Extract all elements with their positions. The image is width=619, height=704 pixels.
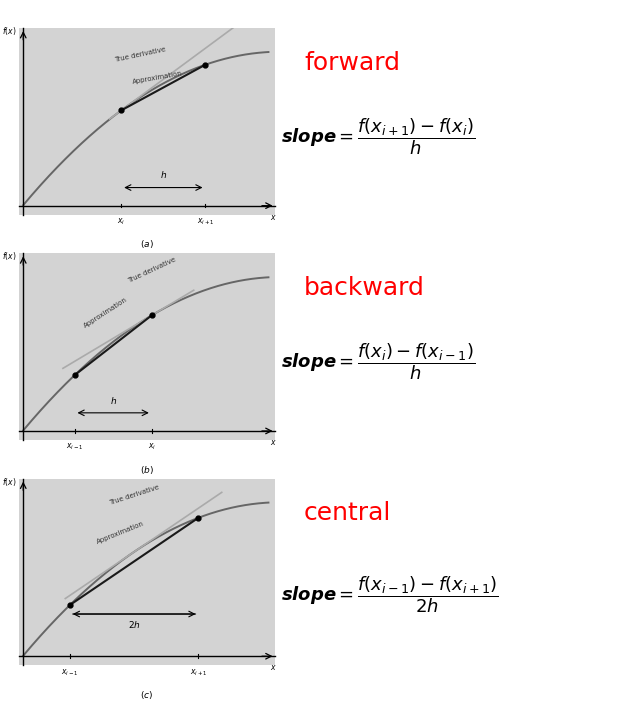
Text: $x_i$: $x_i$: [147, 442, 156, 452]
Text: $f(x)$: $f(x)$: [2, 476, 16, 488]
Text: backward: backward: [304, 276, 425, 300]
Text: $(c)$: $(c)$: [141, 689, 154, 701]
Text: True derivative: True derivative: [114, 46, 166, 63]
Text: $f(x)$: $f(x)$: [2, 251, 16, 263]
Text: $x$: $x$: [270, 213, 277, 222]
Text: forward: forward: [304, 51, 400, 75]
Text: $x$: $x$: [270, 663, 277, 672]
Text: $x_i$: $x_i$: [117, 217, 126, 227]
Text: Approximation: Approximation: [83, 296, 129, 329]
Text: $x_{i+1}$: $x_{i+1}$: [197, 217, 214, 227]
Text: $\boldsymbol{slope} = \dfrac{f(x_i) - f(x_{i-1})}{h}$: $\boldsymbol{slope} = \dfrac{f(x_i) - f(…: [282, 341, 475, 382]
Text: $2h$: $2h$: [128, 620, 141, 631]
Text: $\boldsymbol{slope} = \dfrac{f(x_{i+1}) - f(x_i)}{h}$: $\boldsymbol{slope} = \dfrac{f(x_{i+1}) …: [282, 116, 475, 157]
Text: True derivative: True derivative: [108, 484, 160, 506]
Text: $\boldsymbol{slope} = \dfrac{f(x_{i-1}) - f(x_{i+1})}{2h}$: $\boldsymbol{slope} = \dfrac{f(x_{i-1}) …: [282, 574, 499, 615]
Text: $h$: $h$: [110, 394, 117, 406]
Text: $x$: $x$: [270, 438, 277, 447]
Text: $f(x)$: $f(x)$: [2, 25, 16, 37]
Text: $(b)$: $(b)$: [140, 464, 154, 476]
Text: Approximation: Approximation: [96, 520, 145, 545]
Text: Approximation: Approximation: [132, 70, 183, 85]
Text: $x_{i-1}$: $x_{i-1}$: [61, 667, 79, 677]
Text: $x_{i-1}$: $x_{i-1}$: [66, 442, 84, 452]
Text: central: central: [304, 501, 391, 525]
Text: $h$: $h$: [160, 169, 167, 180]
Text: $x_{i+1}$: $x_{i+1}$: [189, 667, 207, 677]
Text: True derivative: True derivative: [126, 257, 176, 284]
Text: $(a)$: $(a)$: [140, 239, 154, 251]
